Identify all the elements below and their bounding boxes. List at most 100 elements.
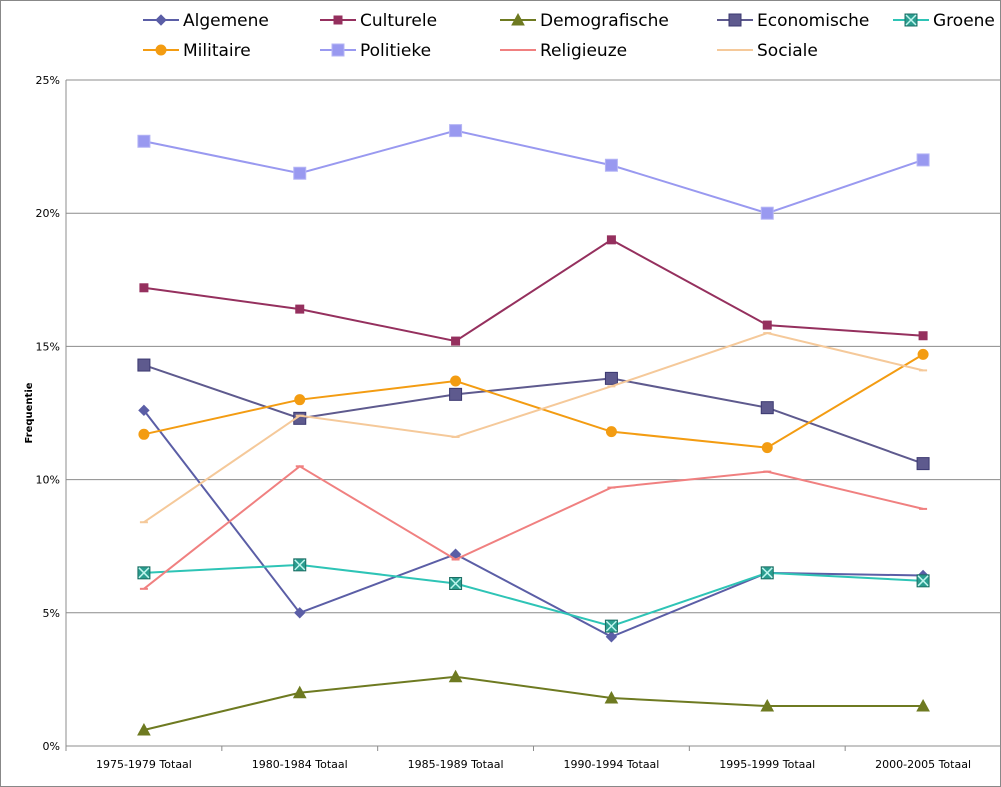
- legend-entry-groene: Groene: [893, 11, 995, 31]
- legend-label: Militaire: [183, 41, 251, 61]
- data-point-culturele: [918, 331, 928, 341]
- data-point-politieke: [604, 158, 618, 172]
- x-tick-label: 1995-1999 Totaal: [719, 758, 815, 771]
- y-tick-label: 5%: [43, 607, 60, 620]
- data-point-groene-cross: [294, 559, 306, 571]
- legend-entry-politieke: Politieke: [320, 41, 431, 61]
- data-point-groene: [604, 619, 618, 633]
- series-line-groene: [143, 563, 924, 628]
- data-point-economische: [760, 401, 774, 415]
- series-line-religieuze: [143, 465, 924, 590]
- data-point-groene: [137, 566, 151, 580]
- legend-entry-algemene: Algemene: [143, 11, 269, 31]
- data-point-demografische: [916, 698, 930, 712]
- x-tick-label: 1975-1979 Totaal: [96, 758, 192, 771]
- axis-layer: 0% 5% 10% 15% 20% 25% 1975-1979 Totaal 1980-198…: [24, 74, 1001, 771]
- y-axis-title: Frequentie: [24, 382, 35, 443]
- legend-label: Groene: [933, 11, 995, 31]
- y-tick-label: 20%: [36, 207, 60, 220]
- data-point-demografische: [292, 685, 307, 699]
- legend-entry-demografische: Demografische: [500, 11, 669, 31]
- series-demografische: [137, 669, 930, 736]
- legend-label: Politieke: [360, 41, 431, 61]
- legend-label: Demografische: [540, 11, 669, 31]
- series-sociale: [139, 332, 928, 524]
- legend-label: Algemene: [183, 11, 269, 31]
- x-tick-label: 1985-1989 Totaal: [408, 758, 504, 771]
- data-point-groene: [916, 574, 930, 588]
- legend-label: Economische: [757, 11, 869, 31]
- data-point-militaire: [294, 394, 306, 406]
- data-point-militaire: [917, 348, 929, 360]
- legend-marker: [155, 44, 167, 56]
- legend-label: Sociale: [757, 41, 818, 61]
- data-point-groene-cross: [450, 577, 462, 590]
- series-militaire: [138, 348, 929, 454]
- data-point-groene-cross: [138, 567, 150, 579]
- data-point-militaire: [450, 375, 462, 387]
- data-point-demografische: [760, 698, 775, 712]
- legend-label: Religieuze: [540, 41, 627, 61]
- y-tick-label: 0%: [43, 740, 60, 753]
- data-point-politieke: [137, 134, 151, 148]
- x-tick-label: 1980-1984 Totaal: [252, 758, 348, 771]
- data-point-groene-cross: [605, 620, 617, 632]
- data-point-culturele: [295, 304, 305, 314]
- x-tick-label: 2000-2005 Totaal: [875, 758, 971, 771]
- data-point-algemene: [605, 631, 618, 643]
- data-point-culturele: [451, 336, 461, 346]
- data-point-culturele: [762, 320, 772, 330]
- series-groene: [137, 558, 930, 633]
- y-tick-label: 10%: [36, 474, 60, 487]
- data-point-politieke: [449, 124, 463, 138]
- legend-marker: [728, 13, 742, 27]
- data-point-politieke: [916, 153, 930, 167]
- series-line-culturele: [143, 238, 924, 343]
- data-point-groene: [449, 576, 463, 590]
- legend-marker: [511, 12, 525, 26]
- data-point-politieke: [293, 166, 307, 180]
- series-line-demografische: [143, 675, 924, 731]
- legend-marker: [333, 15, 343, 25]
- legend-entry-sociale: Sociale: [717, 41, 818, 61]
- data-point-groene: [293, 558, 307, 572]
- data-point-economische: [449, 387, 463, 401]
- legend-entry-economische: Economische: [717, 11, 869, 31]
- data-point-groene-cross: [917, 575, 929, 587]
- data-point-groene-cross: [761, 567, 773, 579]
- data-point-demografische: [448, 669, 463, 683]
- legend-entry-religieuze: Religieuze: [500, 41, 627, 61]
- legend-marker-cross: [905, 14, 917, 26]
- data-point-militaire: [761, 442, 773, 454]
- legend-entry-culturele: Culturele: [320, 11, 437, 31]
- series-line-sociale: [143, 332, 924, 524]
- data-point-economische: [916, 457, 930, 471]
- data-point-algemene: [294, 607, 306, 619]
- y-tick-label: 15%: [36, 340, 60, 353]
- series-religieuze: [139, 465, 928, 590]
- series-line-economische: [143, 364, 924, 465]
- x-tick-label: 1990-1994 Totaal: [563, 758, 659, 771]
- series-line-politieke: [143, 129, 924, 215]
- series-economische: [137, 358, 930, 471]
- legend: Algemene Culturele Demografische Economisch…: [143, 11, 995, 61]
- data-point-demografische: [137, 722, 151, 736]
- series-culturele: [139, 235, 928, 346]
- series-line-militaire: [143, 353, 924, 449]
- data-point-culturele: [139, 283, 149, 293]
- legend-marker: [904, 13, 918, 27]
- legend-marker: [331, 43, 345, 57]
- legend-entry-militaire: Militaire: [143, 41, 251, 61]
- data-point-culturele: [606, 235, 616, 245]
- data-point-militaire: [138, 428, 150, 440]
- data-point-economische: [604, 371, 618, 385]
- data-point-algemene: [138, 404, 150, 417]
- y-tick-label: 25%: [36, 74, 60, 87]
- series-politieke: [137, 124, 930, 220]
- legend-label: Culturele: [360, 11, 437, 31]
- data-point-politieke: [760, 206, 774, 220]
- data-point-militaire: [605, 426, 617, 438]
